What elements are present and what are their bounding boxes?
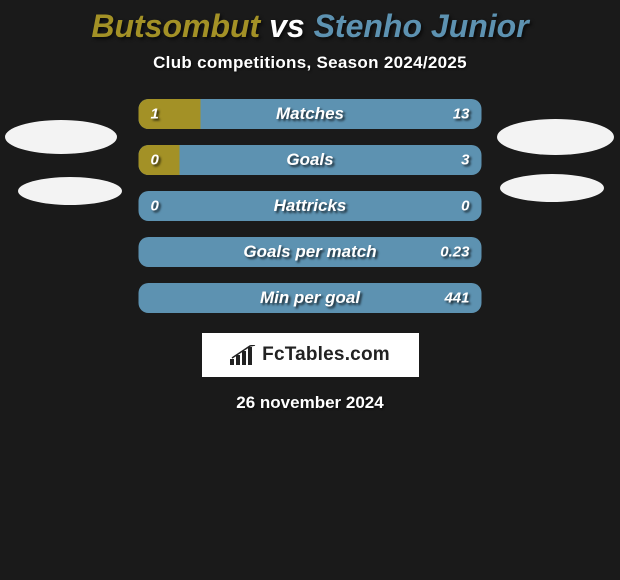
stat-value-right: 3 bbox=[461, 152, 469, 169]
stat-bar: Goals per match 0.23 bbox=[139, 237, 482, 267]
stat-label: Hattricks bbox=[274, 196, 347, 216]
stat-label: Goals per match bbox=[243, 242, 376, 262]
stat-row: Hattricks 0 0 bbox=[0, 191, 620, 221]
stat-value-right: 13 bbox=[453, 106, 470, 123]
stat-value-left: 0 bbox=[151, 198, 159, 215]
stat-value-right: 0 bbox=[461, 198, 469, 215]
stat-bar-fill bbox=[139, 99, 201, 129]
stat-row: Goals per match 0.23 bbox=[0, 237, 620, 267]
stat-bar: Min per goal 441 bbox=[139, 283, 482, 313]
stat-bar: Matches 1 13 bbox=[139, 99, 482, 129]
bars-icon bbox=[230, 345, 256, 365]
stat-label: Min per goal bbox=[260, 288, 360, 308]
stat-row: Goals 0 3 bbox=[0, 145, 620, 175]
brand-box: FcTables.com bbox=[202, 333, 419, 377]
date-line: 26 november 2024 bbox=[0, 393, 620, 413]
title-player2: Stenho Junior bbox=[314, 8, 529, 44]
stat-value-left: 1 bbox=[151, 106, 159, 123]
stat-value-right: 441 bbox=[444, 290, 469, 307]
stat-label: Matches bbox=[276, 104, 344, 124]
stat-value-right: 0.23 bbox=[440, 244, 469, 261]
stat-label: Goals bbox=[286, 150, 333, 170]
brand-text: FcTables.com bbox=[262, 344, 390, 366]
stat-bar-fill bbox=[139, 145, 180, 175]
page-title: Butsombut vs Stenho Junior bbox=[0, 0, 620, 45]
stat-bar: Hattricks 0 0 bbox=[139, 191, 482, 221]
title-player1: Butsombut bbox=[91, 8, 260, 44]
subtitle: Club competitions, Season 2024/2025 bbox=[0, 53, 620, 73]
stat-value-left: 0 bbox=[151, 152, 159, 169]
stat-row: Min per goal 441 bbox=[0, 283, 620, 313]
stat-bar: Goals 0 3 bbox=[139, 145, 482, 175]
stat-row: Matches 1 13 bbox=[0, 99, 620, 129]
title-vs: vs bbox=[260, 8, 313, 44]
